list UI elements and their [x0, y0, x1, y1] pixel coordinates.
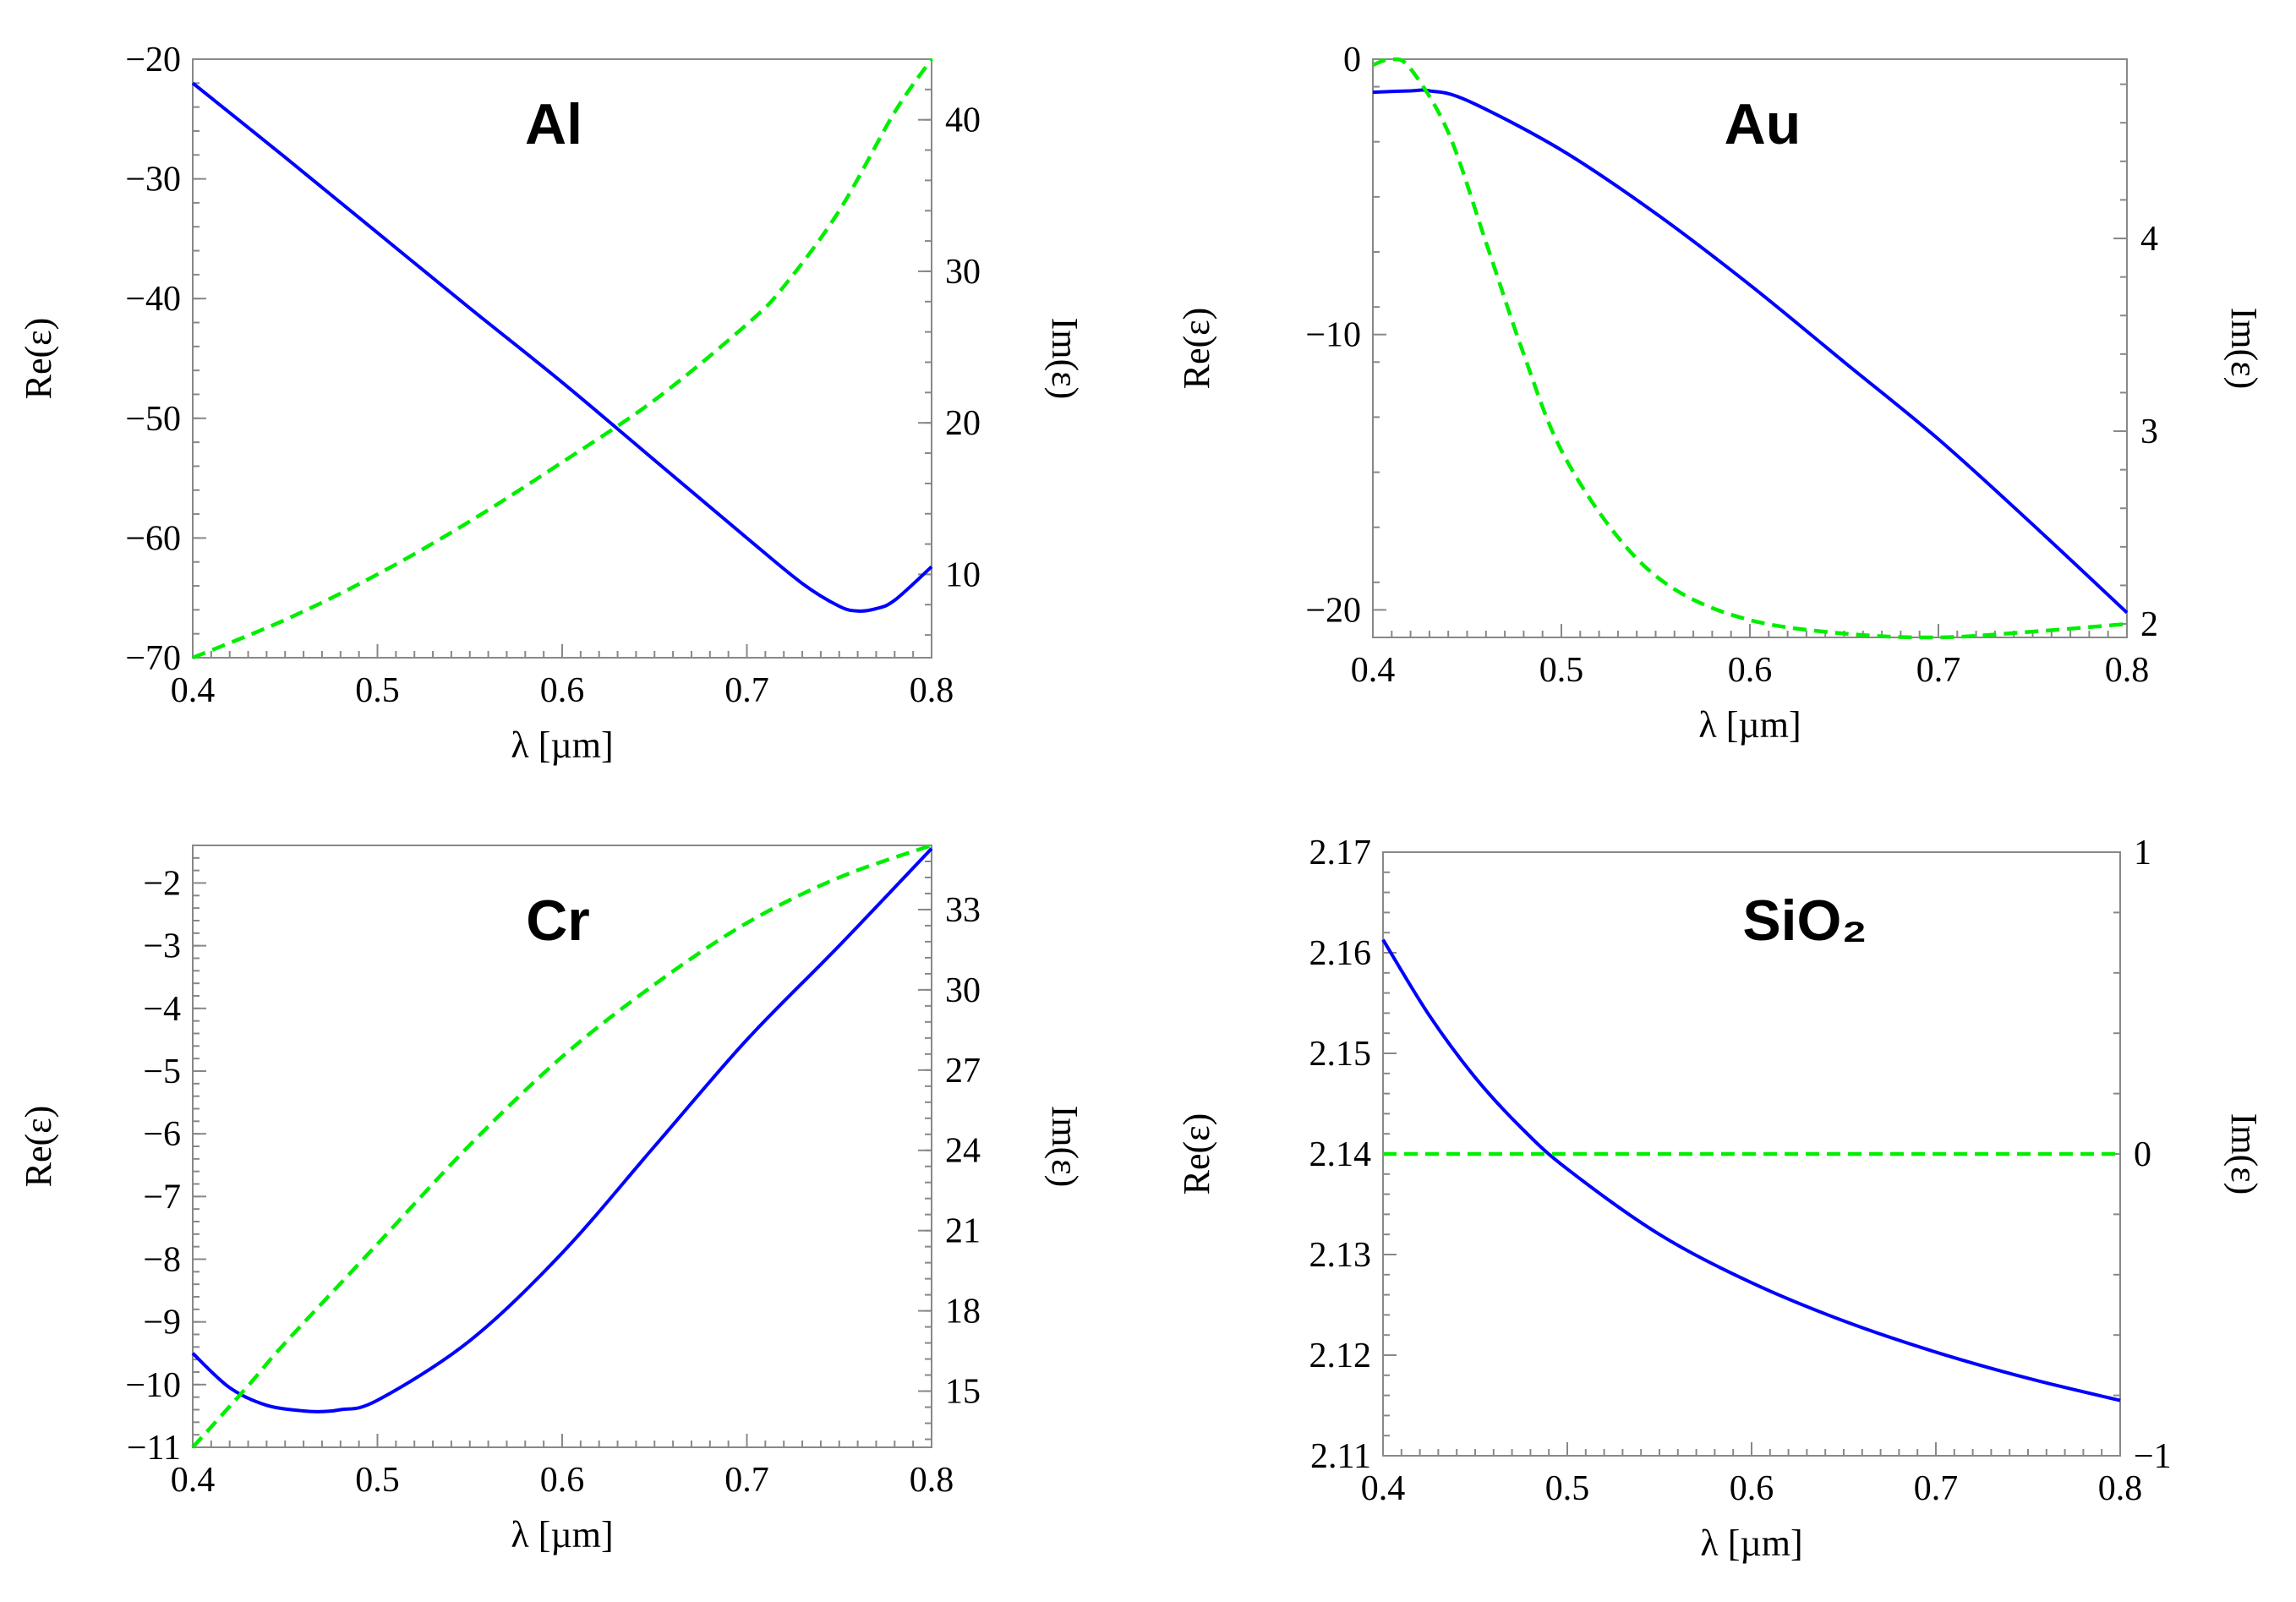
- y-axis-label: Re(ε): [1176, 308, 1217, 390]
- x-tick-label: 0.5: [1539, 651, 1584, 690]
- y2-tick-label: 15: [945, 1373, 981, 1412]
- x-tick-label: 0.4: [171, 1461, 216, 1500]
- series-re-line: [191, 81, 933, 613]
- y-tick-label: −4: [143, 990, 181, 1029]
- y-tick-label: −10: [125, 1366, 181, 1405]
- panel-0: 0.4 0.5 0.6 0.7 0.8 −20 −30 −40 −50 −60 −70 40 30 20 1…: [18, 41, 1085, 766]
- y-tick-label: −9: [143, 1304, 181, 1342]
- series-im-line: [191, 843, 932, 1449]
- y2-tick-label: 0: [2134, 1135, 2151, 1174]
- x-tick-label: 0.6: [540, 1461, 585, 1500]
- y-tick-label: 2.14: [1309, 1135, 1372, 1174]
- y2-tick-label: 40: [945, 101, 981, 140]
- series-re-line: [1372, 88, 2129, 615]
- y2-tick-label: 10: [945, 555, 981, 594]
- x-tick-label: 0.4: [1361, 1469, 1406, 1508]
- x-tick-label: 0.7: [724, 1461, 769, 1500]
- panel-3: 0.4 0.5 0.6 0.7 0.8 2.17 2.16 2.15 2.14 2.13 2.12 2…: [1176, 834, 2265, 1564]
- x-tick-label: 0.7: [1916, 651, 1961, 690]
- x-tick-label: 0.6: [1728, 651, 1773, 690]
- y-tick-label: −2: [143, 865, 181, 904]
- y2-axis-label: Im(ε): [1044, 1106, 1085, 1188]
- x-tick-label: 0.8: [910, 671, 954, 710]
- y2-tick-label: 1: [2134, 834, 2151, 872]
- y-tick-label: −7: [143, 1178, 181, 1217]
- y2-tick-label: −1: [2134, 1437, 2172, 1476]
- y2-tick-label: 3: [2140, 413, 2158, 451]
- panel-title: SiO₂: [1742, 888, 1867, 953]
- x-axis-label: λ [µm]: [1700, 1523, 1802, 1564]
- y-tick-label: −8: [143, 1241, 181, 1280]
- y-tick-label: −60: [125, 519, 181, 558]
- panel-1: 0.4 0.5 0.6 0.7 0.8 0 −10 −20 4 3 2 λ [µm] Re(ε) Im(ε…: [1176, 41, 2265, 746]
- y-tick-label: −10: [1305, 316, 1361, 355]
- x-tick-label: 0.5: [355, 671, 400, 710]
- y2-tick-label: 24: [945, 1132, 981, 1171]
- y-tick-label: −30: [125, 161, 181, 200]
- x-tick-label: 0.4: [171, 671, 216, 710]
- y-tick-label: −20: [125, 41, 181, 79]
- panel-2: 0.4 0.5 0.6 0.7 0.8 −2 −3 −4 −5 −6 −7 −8 −9 −10 −11 33 3…: [18, 843, 1085, 1556]
- y2-axis-label: Im(ε): [2223, 1113, 2265, 1195]
- y-axis-label: Re(ε): [18, 1106, 59, 1188]
- series-im-line: [1372, 57, 2128, 640]
- x-tick-label: 0.6: [540, 671, 585, 710]
- y2-axis-label: Im(ε): [2223, 308, 2265, 390]
- y-axis-label: Re(ε): [1176, 1113, 1217, 1195]
- x-axis-label: λ [µm]: [511, 1514, 613, 1556]
- y2-tick-label: 4: [2140, 220, 2158, 259]
- y-tick-label: −40: [125, 280, 181, 319]
- y-tick-label: −3: [143, 927, 181, 966]
- y2-tick-label: 21: [945, 1212, 981, 1251]
- x-tick-label: 0.5: [1545, 1469, 1590, 1508]
- x-axis-label: λ [µm]: [511, 724, 613, 766]
- y-tick-label: 2.16: [1309, 934, 1372, 973]
- y-tick-label: −20: [1305, 591, 1361, 630]
- y2-tick-label: 33: [945, 891, 981, 930]
- x-axis-label: λ [µm]: [1698, 704, 1801, 746]
- y2-tick-label: 27: [945, 1052, 981, 1091]
- y-tick-label: 2.12: [1309, 1337, 1372, 1375]
- y2-tick-label: 20: [945, 404, 981, 443]
- x-tick-label: 0.5: [355, 1461, 400, 1500]
- x-tick-label: 0.4: [1351, 651, 1396, 690]
- panel-title: Cr: [526, 888, 590, 953]
- series-re-line: [1381, 938, 2121, 1402]
- y2-tick-label: 18: [945, 1293, 981, 1331]
- y-axis-label: Re(ε): [18, 318, 59, 400]
- y-tick-label: −6: [143, 1115, 181, 1154]
- y2-tick-label: 2: [2140, 605, 2158, 644]
- x-tick-label: 0.8: [2105, 651, 2150, 690]
- x-tick-label: 0.8: [910, 1461, 954, 1500]
- panel-title: Au: [1725, 92, 1801, 156]
- y2-tick-label: 30: [945, 971, 981, 1010]
- y-tick-label: 2.11: [1310, 1437, 1371, 1476]
- y-tick-label: −50: [125, 400, 181, 439]
- y-tick-label: −11: [127, 1429, 181, 1468]
- y-tick-label: 2.13: [1309, 1236, 1372, 1275]
- x-tick-label: 0.8: [2098, 1469, 2143, 1508]
- series-re-line: [191, 847, 933, 1413]
- x-tick-label: 0.7: [724, 671, 769, 710]
- y2-tick-label: 30: [945, 253, 981, 292]
- y-tick-label: 2.15: [1309, 1035, 1372, 1074]
- y-tick-label: −5: [143, 1053, 181, 1091]
- y-tick-label: −70: [125, 639, 181, 678]
- panel-title: Al: [525, 92, 582, 156]
- x-tick-label: 0.6: [1730, 1469, 1774, 1508]
- x-tick-label: 0.7: [1914, 1469, 1959, 1508]
- y-tick-label: 2.17: [1309, 834, 1372, 872]
- y2-axis-label: Im(ε): [1044, 318, 1085, 400]
- y-tick-label: 0: [1343, 41, 1361, 79]
